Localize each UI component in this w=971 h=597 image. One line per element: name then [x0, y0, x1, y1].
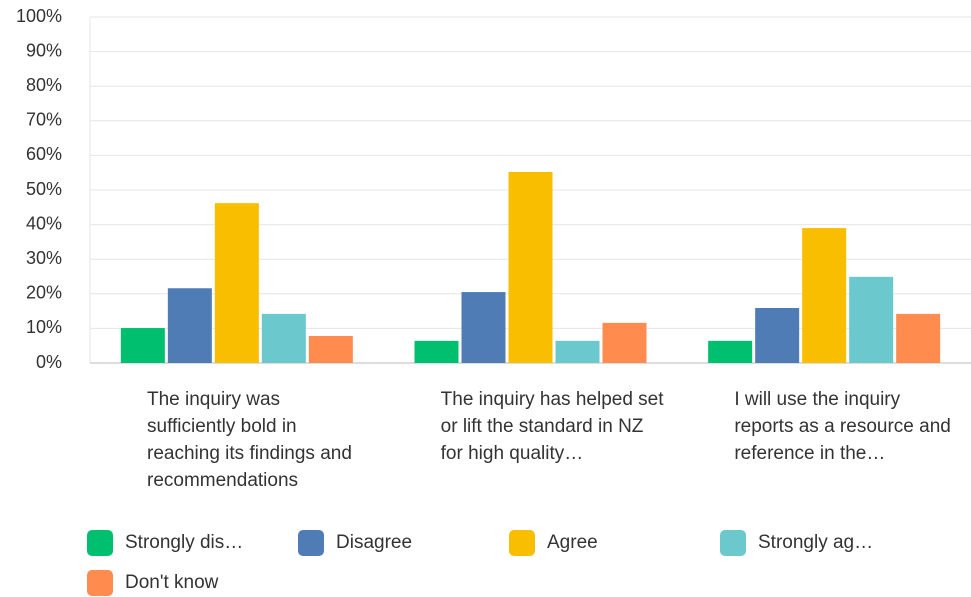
y-tick-label: 100%	[16, 6, 62, 26]
legend-swatch	[87, 570, 113, 596]
y-tick-label: 70%	[26, 110, 62, 130]
legend-swatch	[509, 530, 535, 556]
bar	[708, 340, 753, 363]
x-tick-label: The inquiry was sufficiently bold in rea…	[147, 389, 352, 491]
bar	[120, 328, 165, 363]
x-tick-label: I will use the inquiry reports as a reso…	[734, 389, 951, 464]
y-tick-label: 50%	[26, 179, 62, 199]
bar	[308, 336, 353, 363]
bar	[555, 340, 600, 363]
y-tick-label: 0%	[36, 352, 62, 372]
legend-label: Agree	[547, 532, 598, 553]
legend-label: Strongly dis…	[125, 532, 244, 553]
legend-label: Disagree	[336, 532, 413, 553]
bar	[755, 307, 800, 363]
y-tick-label: 90%	[26, 40, 62, 60]
y-tick-label: 80%	[26, 75, 62, 95]
legend-swatch	[720, 530, 746, 556]
y-tick-label: 40%	[26, 213, 62, 233]
y-tick-label: 20%	[26, 283, 62, 303]
bar	[508, 172, 553, 363]
bar	[896, 313, 941, 363]
bar	[414, 340, 459, 363]
legend-label: Strongly ag…	[758, 532, 874, 553]
bar	[214, 203, 259, 363]
y-tick-label: 60%	[26, 144, 62, 164]
x-tick-label: The inquiry has helped set or lift the s…	[440, 389, 664, 464]
bar	[261, 313, 306, 363]
legend-label: Don't know	[125, 572, 219, 593]
bar	[461, 292, 506, 363]
legend-swatch	[298, 530, 324, 556]
bar	[802, 228, 847, 363]
bar	[167, 288, 212, 363]
y-tick-label: 30%	[26, 248, 62, 268]
bar	[602, 322, 647, 363]
bar	[849, 276, 894, 363]
legend-swatch	[87, 530, 113, 556]
y-tick-label: 10%	[26, 317, 62, 337]
